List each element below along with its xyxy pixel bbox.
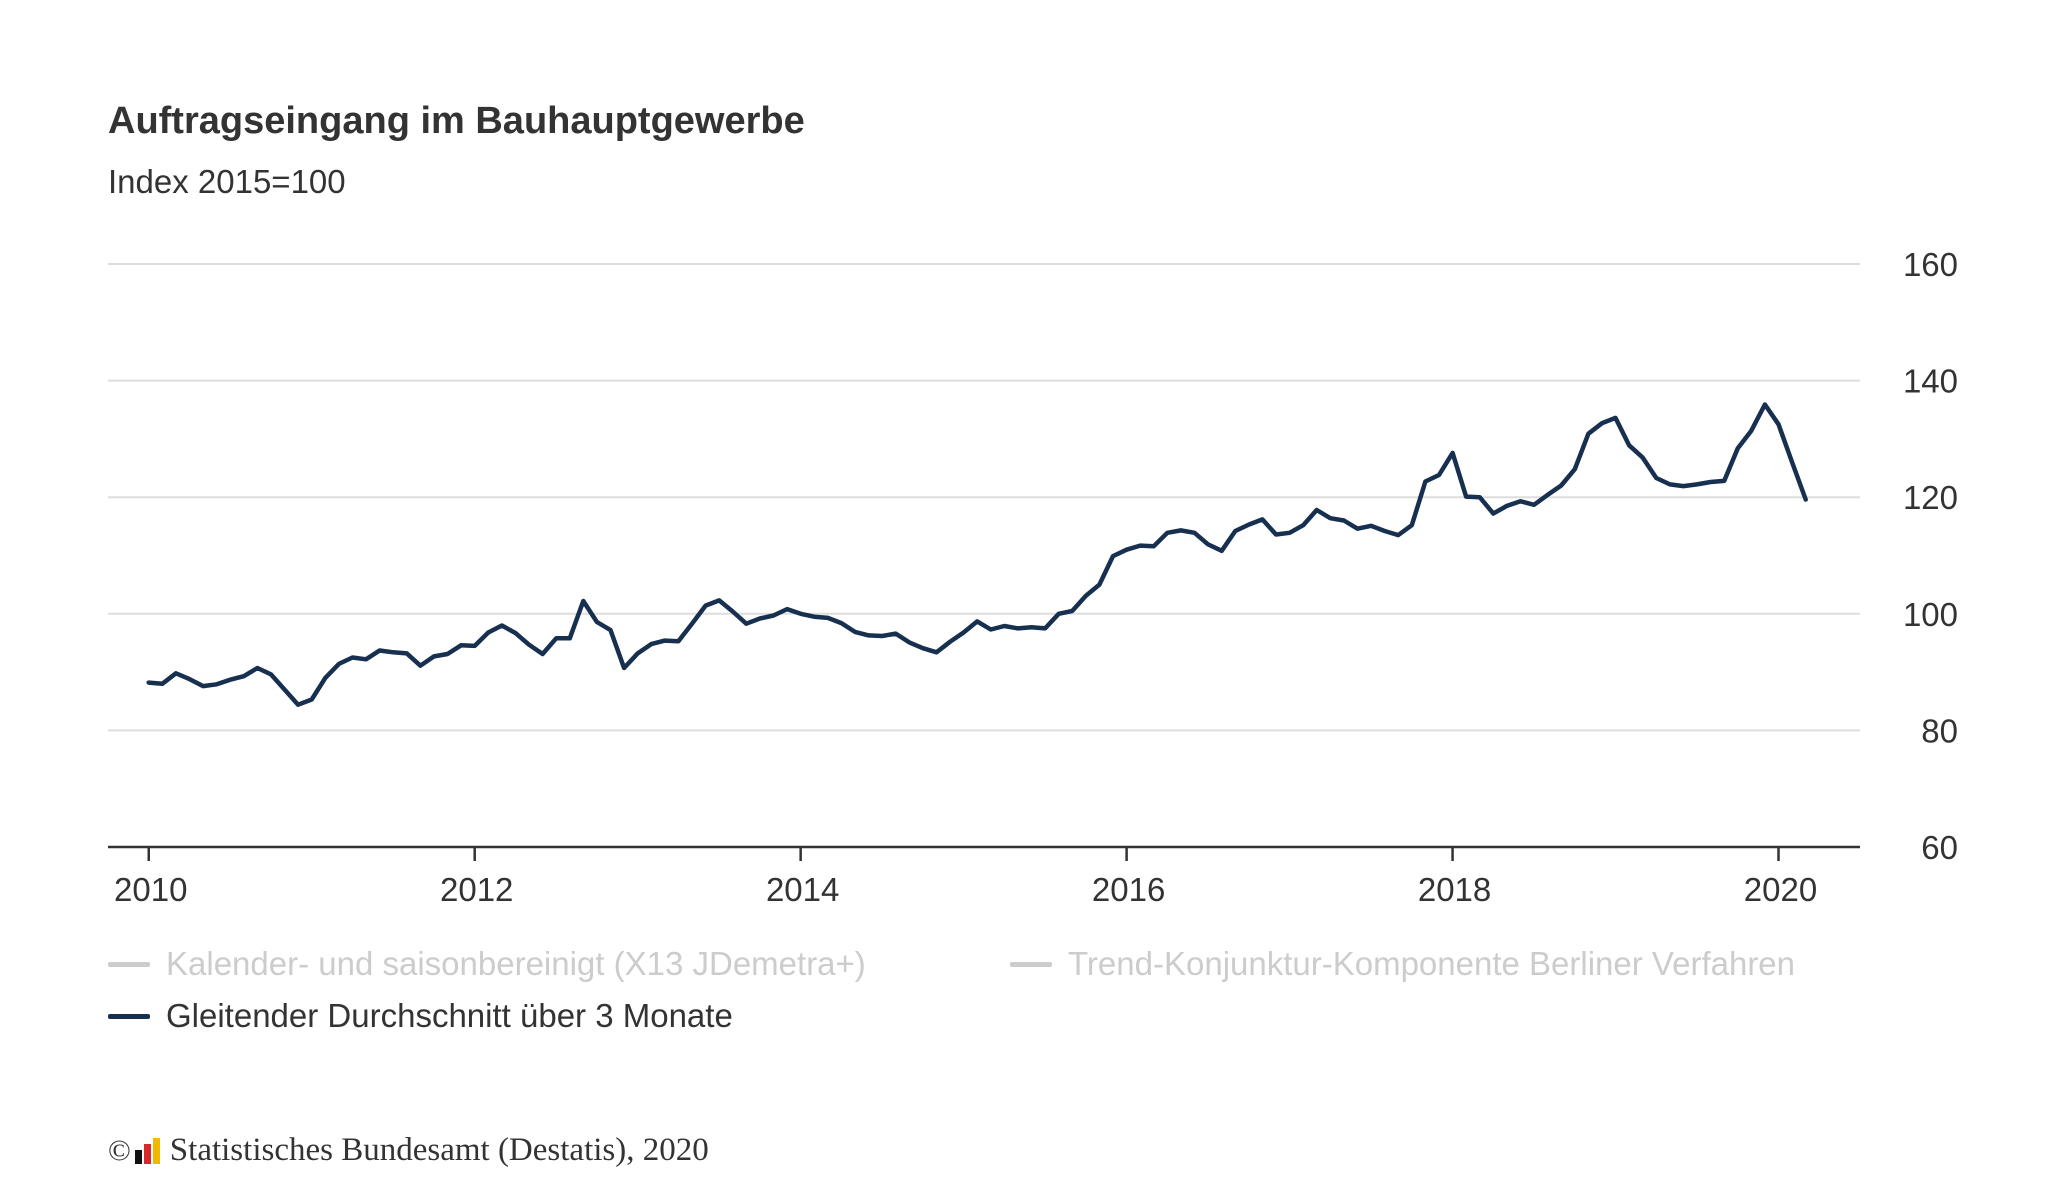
y-tick-label-140: 140	[1903, 363, 1958, 400]
legend-label: Gleitender Durchschnitt über 3 Monate	[166, 997, 733, 1034]
y-tick-label-80: 80	[1921, 712, 1958, 749]
grid-lines	[108, 263, 1860, 732]
series-layer	[146, 402, 1808, 707]
legend-label: Kalender- und saisonbereinigt (X13 JDeme…	[166, 945, 866, 982]
x-tick-label-2020: 2020	[1744, 871, 1817, 908]
x-tick-label-2018: 2018	[1418, 871, 1491, 908]
x-tick-label-2014: 2014	[766, 871, 839, 908]
legend-item-kalender-saisonbereinigt[interactable]: Kalender- und saisonbereinigt (X13 JDeme…	[108, 945, 866, 983]
legend-swatch	[108, 1013, 150, 1019]
destatis-logo-icon	[134, 1137, 160, 1164]
y-tick-label-120: 120	[1903, 479, 1958, 516]
legend-label: Trend-Konjunktur-Komponente Berliner Ver…	[1068, 945, 1796, 982]
y-axis-tick-labels: 60 80 100 120 140 160	[1903, 246, 1958, 866]
legend-swatch	[1010, 961, 1052, 967]
y-tick-label-160: 160	[1903, 246, 1958, 283]
legend-swatch	[108, 961, 150, 967]
chart-title: Auftragseingang im Bauhauptgewerbe	[108, 100, 805, 142]
x-tick-label-2012: 2012	[440, 871, 513, 908]
x-axis: 2010 2012 2014 2016 2018 2020	[108, 845, 1860, 908]
y-tick-label-60: 60	[1921, 829, 1958, 866]
legend-item-gleitender-durchschnitt[interactable]: Gleitender Durchschnitt über 3 Monate	[108, 997, 733, 1035]
source-text: Statistisches Bundesamt (Destatis), 2020	[169, 1132, 709, 1168]
series-line-gleitender-durchschnitt	[146, 402, 1808, 707]
source-footer: © Statistisches Bundesamt (Destatis), 20…	[108, 1132, 709, 1169]
x-tick-label-2010: 2010	[114, 871, 187, 908]
legend-item-trend-konjunktur[interactable]: Trend-Konjunktur-Komponente Berliner Ver…	[1010, 945, 1795, 983]
x-tick-label-2016: 2016	[1092, 871, 1165, 908]
copyright-symbol: ©	[108, 1133, 131, 1167]
y-tick-label-100: 100	[1903, 596, 1958, 633]
chart-subtitle: Index 2015=100	[108, 163, 346, 200]
